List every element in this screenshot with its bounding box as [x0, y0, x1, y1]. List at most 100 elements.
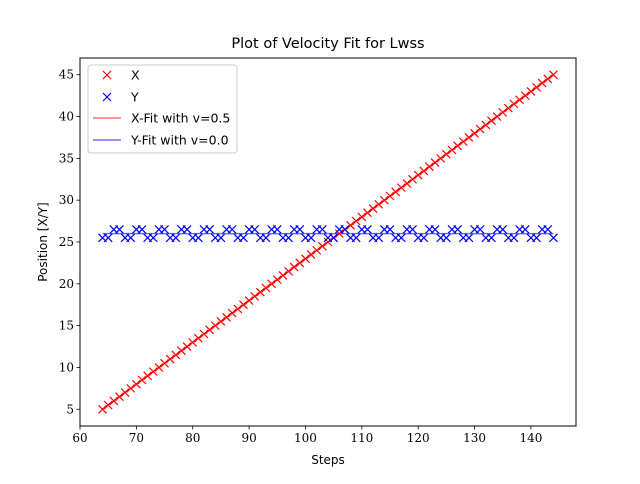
data-point-x [109, 396, 119, 406]
x-tick-label: 100 [294, 431, 317, 445]
x-tick-label: 60 [72, 431, 87, 445]
data-point-x [317, 241, 327, 251]
data-point-x [464, 133, 474, 142]
legend-items: XY X-Fit with v=0.5 Y-Fit with v=0.0 [93, 68, 230, 148]
data-point-x [492, 112, 502, 121]
data-point-y [239, 233, 248, 243]
data-point-x [419, 166, 429, 176]
data-point-x [272, 275, 282, 285]
data-point-x [334, 229, 344, 239]
data-point-x [289, 262, 299, 272]
data-point-x [481, 120, 491, 130]
y-tick-label: 30 [59, 193, 74, 207]
data-point-x [379, 195, 389, 205]
data-point-y [284, 233, 293, 243]
data-point-x [244, 296, 254, 305]
data-point-y [205, 225, 215, 234]
data-point-x [222, 312, 231, 322]
data-point-x [543, 74, 553, 84]
data-point-y [171, 233, 181, 243]
data-point-x [430, 158, 440, 167]
data-point-x [120, 388, 130, 397]
data-point-x [250, 291, 260, 301]
data-point-y [160, 225, 169, 234]
data-point-y [543, 225, 553, 234]
y-tick-label: 35 [59, 151, 74, 165]
plot-content [98, 70, 558, 414]
y-tick-label: 15 [59, 319, 74, 333]
data-point-y [475, 225, 485, 234]
x-tick-label: 90 [241, 431, 256, 445]
data-point-x [385, 191, 395, 201]
data-point-x [143, 371, 153, 381]
data-point-y [408, 225, 417, 234]
data-point-x [441, 149, 451, 159]
x-tick-label: 120 [407, 431, 430, 445]
data-point-x [520, 91, 530, 101]
y-tick-label: 45 [59, 68, 74, 82]
x-tick-label: 80 [185, 431, 200, 445]
data-point-y [453, 225, 463, 234]
data-point-y [317, 225, 327, 234]
data-point-y [115, 225, 124, 234]
data-point-y [487, 233, 496, 243]
data-point-x [295, 258, 305, 268]
data-point-y [532, 233, 541, 243]
legend-item-x: X [102, 68, 140, 83]
data-point-x [188, 337, 198, 347]
x-tick-label: 110 [350, 431, 373, 445]
data-point-y [430, 225, 440, 234]
data-point-x [227, 308, 237, 318]
data-point-x [126, 383, 136, 393]
data-point-x [526, 87, 536, 96]
data-point-y [441, 233, 451, 243]
data-point-y [137, 225, 147, 234]
data-point-x [532, 82, 541, 92]
data-point-y [103, 233, 113, 243]
data-point-x [98, 404, 107, 414]
data-point-y [340, 225, 350, 234]
data-point-y [549, 233, 558, 243]
data-point-x [509, 99, 519, 109]
data-point-x [425, 162, 434, 172]
data-point-y [148, 233, 158, 243]
data-point-x [323, 237, 333, 247]
x-tick-label: 140 [519, 431, 542, 445]
data-point-x [458, 137, 468, 147]
data-point-x [160, 358, 169, 368]
data-point-y [520, 225, 530, 234]
data-point-y [216, 233, 226, 243]
data-point-x [182, 342, 192, 351]
data-point-x [470, 128, 479, 138]
data-point-x [312, 245, 322, 255]
data-point-x [515, 95, 525, 105]
data-point-y [363, 225, 372, 234]
data-point-x [549, 70, 558, 80]
data-point-x [267, 279, 277, 289]
data-point-x [306, 250, 316, 259]
data-point-x [261, 283, 271, 293]
data-point-y [351, 233, 361, 243]
data-point-y [374, 233, 384, 243]
data-point-x [284, 266, 293, 276]
data-point-x [402, 179, 412, 188]
y-tick-label: 20 [59, 277, 74, 291]
data-point-x [475, 124, 485, 134]
data-point-x [239, 300, 248, 310]
data-point-y [385, 225, 395, 234]
data-point-x [165, 354, 175, 364]
data-point-x [346, 220, 355, 230]
data-point-x [177, 346, 186, 356]
data-point-x [391, 187, 401, 197]
data-point-y [250, 225, 260, 234]
y-tick-label: 25 [59, 235, 74, 249]
legend-item-y: Y [102, 90, 139, 105]
data-point-x [351, 216, 361, 226]
data-point-y [498, 225, 508, 234]
data-point-y [509, 233, 519, 243]
data-point-y [126, 233, 136, 243]
data-point-y [272, 225, 282, 234]
data-point-x [233, 304, 243, 314]
